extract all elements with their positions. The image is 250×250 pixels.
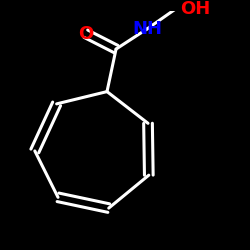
Text: OH: OH <box>180 0 211 18</box>
Text: NH: NH <box>132 20 162 38</box>
Text: O: O <box>78 25 94 43</box>
